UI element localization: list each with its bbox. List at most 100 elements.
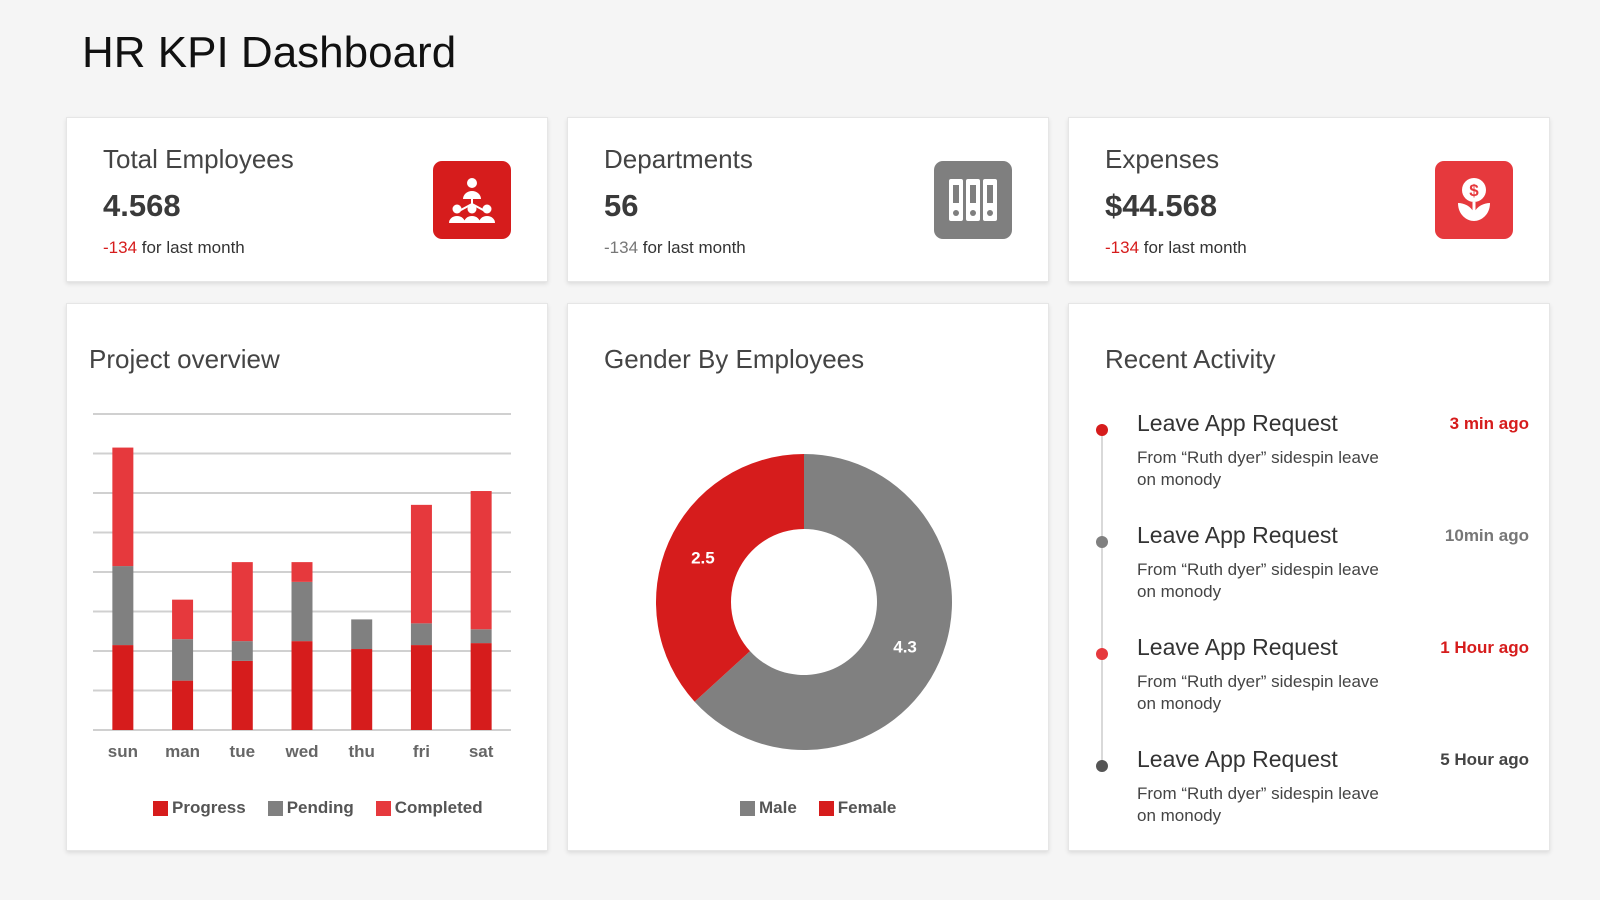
- page-title: HR KPI Dashboard: [82, 28, 457, 77]
- bar-pending-tue[interactable]: [231, 641, 253, 661]
- kpi-delta-suffix: for last month: [137, 238, 245, 257]
- kpi-value: $44.568: [1105, 188, 1218, 223]
- kpi-card-total-employees[interactable]: Total Employees 4.568 -134 for last mont…: [66, 117, 548, 282]
- gender-panel: Gender By Employees 4.3 2.5 Male Female: [567, 303, 1049, 851]
- timeline-line: [1101, 431, 1103, 771]
- legend-label: Progress: [172, 798, 246, 817]
- bar-pending-wed[interactable]: [291, 581, 313, 642]
- x-tick-label: man: [165, 742, 200, 761]
- activity-time: 5 Hour ago: [1440, 750, 1529, 769]
- gender-donut-chart: 4.3 2.5: [656, 454, 952, 750]
- panel-title: Recent Activity: [1105, 344, 1276, 374]
- timeline-dot: [1096, 536, 1108, 548]
- x-tick-label: sun: [108, 742, 138, 761]
- activity-title: Leave App Request: [1137, 746, 1338, 772]
- legend-label: Male: [759, 798, 797, 817]
- bar-pending-sat[interactable]: [470, 629, 492, 644]
- legend-item-completed: Completed: [375, 798, 483, 818]
- kpi-change: -134 for last month: [604, 238, 746, 258]
- money-plant-icon: $: [1435, 161, 1513, 239]
- bar-pending-thu[interactable]: [351, 619, 373, 650]
- legend-item-male: Male: [740, 798, 797, 818]
- recent-activity-panel: Recent Activity Leave App Request 3 min …: [1068, 303, 1550, 851]
- project-overview-panel: Project overview sun man tue wed thu fri sat P…: [66, 303, 548, 851]
- kpi-delta: -134: [1105, 238, 1140, 257]
- bar-progress-sat[interactable]: [470, 643, 492, 730]
- bar-progress-thu[interactable]: [351, 649, 373, 730]
- activity-time: 1 Hour ago: [1440, 638, 1529, 657]
- bar-pending-man[interactable]: [172, 639, 194, 681]
- kpi-delta: -134: [103, 238, 138, 257]
- legend-item-pending: Pending: [267, 798, 354, 818]
- bar-progress-tue[interactable]: [231, 660, 253, 730]
- legend-label: Female: [837, 798, 897, 817]
- kpi-card-departments[interactable]: Departments 56 -134 for last month: [567, 117, 1049, 282]
- activity-time: 3 min ago: [1449, 414, 1529, 433]
- chart-legend: Progress Pending Completed: [153, 798, 483, 818]
- activity-title: Leave App Request: [1137, 634, 1338, 660]
- timeline-dot: [1096, 760, 1108, 772]
- bar-completed-sat[interactable]: [470, 491, 492, 630]
- bar-completed-man[interactable]: [172, 599, 194, 640]
- legend-swatch: [740, 800, 755, 816]
- activity-item[interactable]: Leave App Request 3 min ago From “Ruth d…: [1089, 410, 1529, 510]
- x-tick-label: sat: [469, 742, 494, 761]
- bar-pending-sun[interactable]: [112, 566, 134, 646]
- data-label-female: 2.5: [691, 548, 715, 567]
- kpi-title: Expenses: [1105, 144, 1220, 174]
- donut-slice-male[interactable]: [694, 454, 952, 750]
- bar-progress-wed[interactable]: [291, 641, 313, 730]
- x-tick-label: tue: [230, 742, 256, 761]
- kpi-title: Total Employees: [103, 144, 294, 174]
- bar-progress-man[interactable]: [172, 680, 194, 730]
- bar-progress-sun[interactable]: [112, 645, 134, 730]
- panel-title: Project overview: [89, 344, 280, 374]
- activity-description: From “Ruth dyer” sidespin leave on monod…: [1137, 672, 1379, 713]
- organization-icon: [433, 161, 511, 239]
- activity-item[interactable]: Leave App Request 10min ago From “Ruth d…: [1089, 522, 1529, 622]
- kpi-change: -134 for last month: [103, 238, 245, 258]
- legend-item-progress: Progress: [153, 798, 246, 818]
- svg-text:$: $: [1469, 181, 1479, 200]
- bar-completed-wed[interactable]: [291, 562, 313, 582]
- legend-swatch: [153, 800, 168, 816]
- x-tick-label: fri: [413, 742, 430, 761]
- legend-label: Pending: [286, 798, 354, 817]
- kpi-change: -134 for last month: [1105, 238, 1247, 258]
- kpi-card-expenses[interactable]: Expenses $44.568 -134 for last month $: [1068, 117, 1550, 282]
- bar-completed-fri[interactable]: [410, 504, 432, 624]
- legend-swatch: [375, 800, 391, 816]
- x-tick-label: wed: [284, 742, 318, 761]
- bar-pending-fri[interactable]: [410, 623, 432, 646]
- activity-title: Leave App Request: [1137, 522, 1338, 548]
- legend-swatch: [818, 800, 834, 816]
- panel-title: Gender By Employees: [604, 344, 865, 374]
- kpi-delta-suffix: for last month: [1139, 238, 1247, 257]
- activity-description: From “Ruth dyer” sidespin leave on monod…: [1137, 784, 1379, 825]
- activity-description: From “Ruth dyer” sidespin leave on monod…: [1137, 560, 1379, 601]
- chart-legend: Male Female: [740, 798, 896, 818]
- activity-title: Leave App Request: [1137, 410, 1338, 436]
- kpi-value: 4.568: [103, 188, 181, 223]
- kpi-value: 56: [604, 188, 639, 223]
- donut-slice-female[interactable]: [656, 454, 804, 702]
- data-label-male: 4.3: [893, 638, 917, 657]
- bar-completed-tue[interactable]: [231, 562, 253, 642]
- bar-completed-sun[interactable]: [112, 447, 134, 567]
- legend-item-female: Female: [818, 798, 897, 818]
- activity-item[interactable]: Leave App Request 1 Hour ago From “Ruth …: [1089, 634, 1529, 734]
- binders-icon: [934, 161, 1012, 239]
- timeline-dot: [1096, 424, 1108, 436]
- legend-swatch: [267, 800, 283, 816]
- activity-time: 10min ago: [1444, 526, 1529, 545]
- bar-progress-fri[interactable]: [410, 645, 432, 730]
- activity-item[interactable]: Leave App Request 5 Hour ago From “Ruth …: [1089, 746, 1529, 846]
- legend-label: Completed: [394, 798, 483, 817]
- activity-description: From “Ruth dyer” sidespin leave on monod…: [1137, 448, 1379, 489]
- kpi-delta: -134: [604, 238, 639, 257]
- project-overview-chart: sun man tue wed thu fri sat: [93, 413, 511, 761]
- kpi-delta-suffix: for last month: [638, 238, 746, 257]
- x-tick-label: thu: [348, 742, 374, 761]
- kpi-title: Departments: [604, 144, 753, 174]
- timeline-dot: [1096, 648, 1108, 660]
